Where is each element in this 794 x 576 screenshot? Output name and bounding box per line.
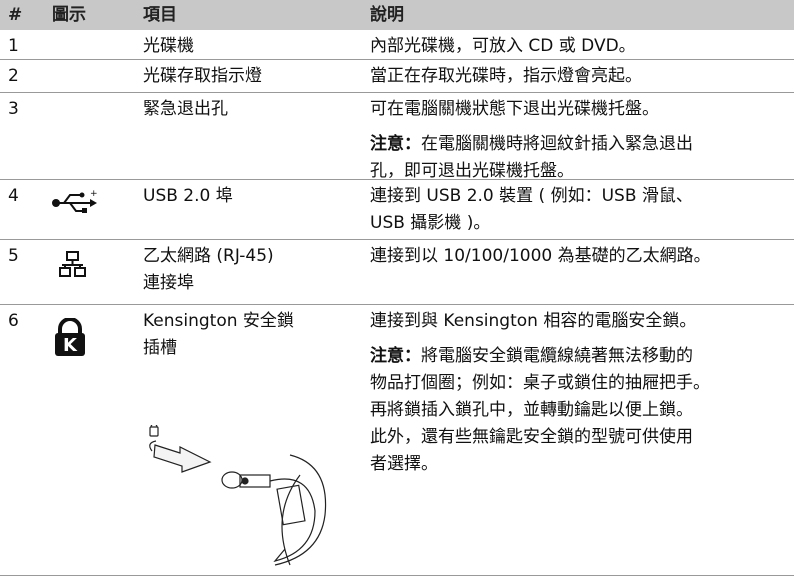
item-cell: 光碟機 xyxy=(143,33,194,60)
network-icon xyxy=(59,251,86,277)
text-line: 注意：在電腦關機時將迴紋針插入緊急退出 xyxy=(370,131,693,158)
text: 物品打個圈；例如：桌子或鎖住的抽屜把手。 xyxy=(370,373,710,393)
text-line: 連接到 USB 2.0 裝置 ( 例如：USB 滑鼠、 xyxy=(370,183,693,210)
text-line: 再將鎖插入鎖孔中，並轉動鑰匙以便上鎖。 xyxy=(370,397,710,424)
note-label: 注意： xyxy=(370,134,421,154)
text: 連接到與 Kensington 相容的電腦安全鎖。 xyxy=(370,311,697,331)
description-cell: 連接到 USB 2.0 裝置 ( 例如：USB 滑鼠、 USB 攝影機 )。 xyxy=(370,183,693,245)
row-number: 3 xyxy=(8,99,19,119)
paragraph: 可在電腦關機狀態下退出光碟機托盤。 xyxy=(370,96,693,123)
item-line: Kensington 安全鎖 xyxy=(143,311,294,331)
text-line: 可在電腦關機狀態下退出光碟機托盤。 xyxy=(370,96,693,123)
header-cell: 圖示 xyxy=(52,5,86,25)
row-number: 5 xyxy=(8,246,19,266)
text-line: 孔，即可退出光碟機托盤。 xyxy=(370,158,693,185)
text-line: 連接到以 10/100/1000 為基礎的乙太網路。 xyxy=(370,243,711,270)
header-cell: # xyxy=(8,5,23,25)
text: 者選擇。 xyxy=(370,454,438,474)
item-line: 插槽 xyxy=(143,338,177,358)
text: 內部光碟機，可放入 CD 或 DVD。 xyxy=(370,36,636,56)
svg-text:+: + xyxy=(90,189,98,199)
description-cell: 連接到以 10/100/1000 為基礎的乙太網路。 xyxy=(370,243,711,278)
note: 注意：將電腦安全鎖電纜線繞著無法移動的物品打個圈；例如：桌子或鎖住的抽屜把手。再… xyxy=(370,343,710,478)
table-row: 3 緊急退出孔 可在電腦關機狀態下退出光碟機托盤。 注意：在電腦關機時將迴紋針插入緊急… xyxy=(0,93,794,181)
text-line: 此外，還有些無鑰匙安全鎖的型號可供使用 xyxy=(370,424,710,451)
paragraph: 連接到與 Kensington 相容的電腦安全鎖。 xyxy=(370,308,710,335)
item-line: 光碟機 xyxy=(143,36,194,56)
text: 連接到以 10/100/1000 為基礎的乙太網路。 xyxy=(370,246,711,266)
item-line: 連接埠 xyxy=(143,273,194,293)
text: 可在電腦關機狀態下退出光碟機托盤。 xyxy=(370,99,659,119)
usb-icon: + xyxy=(52,189,98,213)
paragraph: 連接到 USB 2.0 裝置 ( 例如：USB 滑鼠、 USB 攝影機 )。 xyxy=(370,183,693,237)
table-header: # 圖示 項目 說明 xyxy=(0,0,794,30)
lock-illustration xyxy=(149,425,327,566)
item-line: 乙太網路 (RJ-45) xyxy=(143,246,274,266)
paragraph: 連接到以 10/100/1000 為基礎的乙太網路。 xyxy=(370,243,711,270)
table-row: 6 Kensington 安全鎖 插槽 連接到與 Kensington 相容的電腦安全… xyxy=(0,305,794,576)
text-line: USB 攝影機 )。 xyxy=(370,210,693,237)
item-line: USB 2.0 埠 xyxy=(143,186,233,206)
text-line: 連接到與 Kensington 相容的電腦安全鎖。 xyxy=(370,308,710,335)
item-line: 緊急退出孔 xyxy=(143,99,228,119)
item-cell: USB 2.0 埠 xyxy=(143,183,233,210)
description-cell: 當正在存取光碟時，指示燈會亮起。 xyxy=(370,63,642,98)
table-row: 2 光碟存取指示燈 當正在存取光碟時，指示燈會亮起。 xyxy=(0,60,794,93)
paragraph: 內部光碟機，可放入 CD 或 DVD。 xyxy=(370,33,636,60)
text-line: 內部光碟機，可放入 CD 或 DVD。 xyxy=(370,33,636,60)
item-cell: 乙太網路 (RJ-45) 連接埠 xyxy=(143,243,274,297)
description-cell: 可在電腦關機狀態下退出光碟機托盤。 注意：在電腦關機時將迴紋針插入緊急退出 孔，即可… xyxy=(370,96,693,193)
description-cell: 內部光碟機，可放入 CD 或 DVD。 xyxy=(370,33,636,68)
text: USB 攝影機 )。 xyxy=(370,213,491,233)
row-number: 2 xyxy=(8,66,19,86)
text: 此外，還有些無鑰匙安全鎖的型號可供使用 xyxy=(370,427,693,447)
description-cell: 連接到與 Kensington 相容的電腦安全鎖。 注意：將電腦安全鎖電纜線繞著無… xyxy=(370,308,710,486)
note: 注意：在電腦關機時將迴紋針插入緊急退出孔，即可退出光碟機托盤。 xyxy=(370,131,693,185)
item-cell: Kensington 安全鎖 插槽 xyxy=(143,308,294,362)
lock-icon: K xyxy=(55,318,85,356)
table-row: 4 USB 2.0 埠 連接到 USB 2.0 裝置 ( 例如：USB 滑鼠、 USB… xyxy=(0,180,794,240)
text: 將電腦安全鎖電纜線繞著無法移動的 xyxy=(421,346,693,366)
text: 在電腦關機時將迴紋針插入緊急退出 xyxy=(421,134,693,154)
text: 連接到 USB 2.0 裝置 ( 例如：USB 滑鼠、 xyxy=(370,186,693,206)
row-number: 1 xyxy=(8,36,19,56)
svg-text:K: K xyxy=(63,335,78,356)
header-cell: 說明 xyxy=(370,5,404,25)
item-line: 光碟存取指示燈 xyxy=(143,66,262,86)
text-line: 注意：將電腦安全鎖電纜線繞著無法移動的 xyxy=(370,343,710,370)
item-cell: 緊急退出孔 xyxy=(143,96,228,123)
note-label: 注意： xyxy=(370,346,421,366)
table-row: 5 乙太網路 (RJ-45) 連接埠 連接到以 10/100/1000 為基礎的乙太網… xyxy=(0,240,794,305)
text: 再將鎖插入鎖孔中，並轉動鑰匙以便上鎖。 xyxy=(370,400,693,420)
table-row: 1 光碟機 內部光碟機，可放入 CD 或 DVD。 xyxy=(0,30,794,60)
text-line: 當正在存取光碟時，指示燈會亮起。 xyxy=(370,63,642,90)
text: 孔，即可退出光碟機托盤。 xyxy=(370,161,574,181)
header-cell: 項目 xyxy=(143,5,177,25)
text: 當正在存取光碟時，指示燈會亮起。 xyxy=(370,66,642,86)
row-number: 4 xyxy=(8,186,19,206)
row-number: 6 xyxy=(8,311,19,331)
item-cell: 光碟存取指示燈 xyxy=(143,63,262,90)
text-line: 物品打個圈；例如：桌子或鎖住的抽屜把手。 xyxy=(370,370,710,397)
paragraph: 當正在存取光碟時，指示燈會亮起。 xyxy=(370,63,642,90)
text-line: 者選擇。 xyxy=(370,451,710,478)
